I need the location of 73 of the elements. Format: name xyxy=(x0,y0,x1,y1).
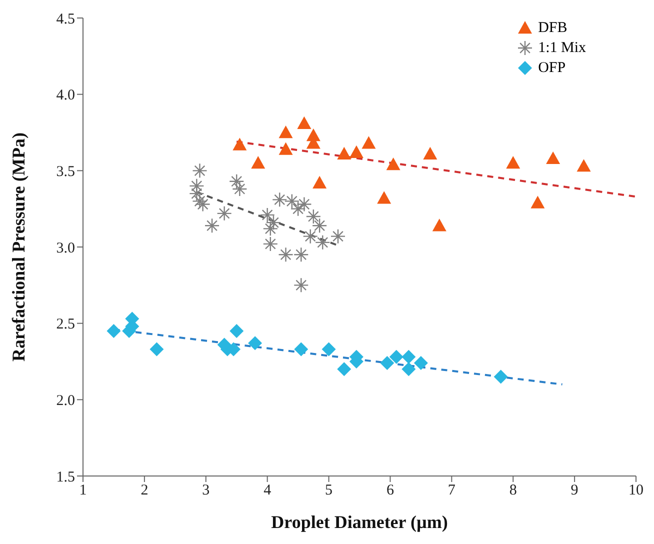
point xyxy=(189,178,204,194)
point xyxy=(389,350,404,364)
point xyxy=(506,156,520,169)
point xyxy=(278,247,294,262)
legend-label: OFP xyxy=(538,59,566,78)
point xyxy=(230,324,244,338)
point xyxy=(330,228,346,244)
point xyxy=(195,196,210,212)
y-tick-label: 4.0 xyxy=(56,88,75,104)
point xyxy=(248,336,262,350)
point xyxy=(362,136,376,149)
point xyxy=(272,192,288,208)
y-tick-label: 1.5 xyxy=(56,469,75,486)
point xyxy=(251,156,266,169)
point xyxy=(530,196,545,208)
x-tick-label: 9 xyxy=(570,482,578,499)
point xyxy=(423,146,438,160)
point xyxy=(546,151,560,164)
x-axis-title: Droplet Diameter (µm) xyxy=(271,512,448,532)
point xyxy=(278,142,293,155)
x-tick-label: 1 xyxy=(79,482,87,499)
point xyxy=(386,158,400,170)
point xyxy=(414,356,428,370)
point xyxy=(377,191,392,204)
point xyxy=(266,214,282,230)
point xyxy=(349,145,364,158)
point xyxy=(296,196,312,212)
point xyxy=(284,194,300,209)
point xyxy=(315,234,330,250)
point xyxy=(216,206,232,222)
point xyxy=(294,342,308,356)
x-tick-label: 2 xyxy=(140,482,148,499)
point xyxy=(262,236,278,252)
x-tick-label: 3 xyxy=(202,482,210,499)
point xyxy=(494,370,508,384)
legend-label: DFB xyxy=(538,19,568,38)
point xyxy=(337,146,352,160)
point xyxy=(192,163,208,178)
point xyxy=(297,116,312,129)
point xyxy=(302,228,318,244)
point xyxy=(312,176,327,188)
x-tick-label: 8 xyxy=(509,482,517,499)
point xyxy=(290,201,306,216)
point xyxy=(322,342,336,356)
x-tick-label: 4 xyxy=(264,482,272,499)
point xyxy=(106,324,121,338)
point xyxy=(312,218,328,234)
point xyxy=(380,356,394,370)
point xyxy=(232,138,247,150)
y-tick-label: 3.0 xyxy=(56,240,75,256)
point xyxy=(337,362,352,376)
y-axis-title: Rarefactional Pressure (MPa) xyxy=(8,132,28,362)
point xyxy=(278,126,293,138)
point xyxy=(294,278,309,293)
x-tick-label: 6 xyxy=(386,482,394,499)
point xyxy=(204,218,220,234)
x-tick-label: 10 xyxy=(628,482,644,499)
point xyxy=(576,159,591,172)
point xyxy=(260,207,275,223)
point xyxy=(150,342,164,356)
point xyxy=(294,247,309,262)
y-tick-label: 2.0 xyxy=(56,392,75,409)
point xyxy=(262,221,278,236)
y-tick-label: 4.5 xyxy=(56,11,75,28)
y-tick-label: 2.5 xyxy=(56,316,75,333)
point xyxy=(402,350,416,364)
y-tick-label: 3.5 xyxy=(56,164,75,180)
point xyxy=(432,218,446,232)
legend-label: 1:1 Mix xyxy=(538,39,586,58)
point xyxy=(402,362,416,376)
x-tick-label: 5 xyxy=(325,482,333,499)
x-tick-label: 7 xyxy=(448,482,456,499)
point xyxy=(306,208,322,224)
